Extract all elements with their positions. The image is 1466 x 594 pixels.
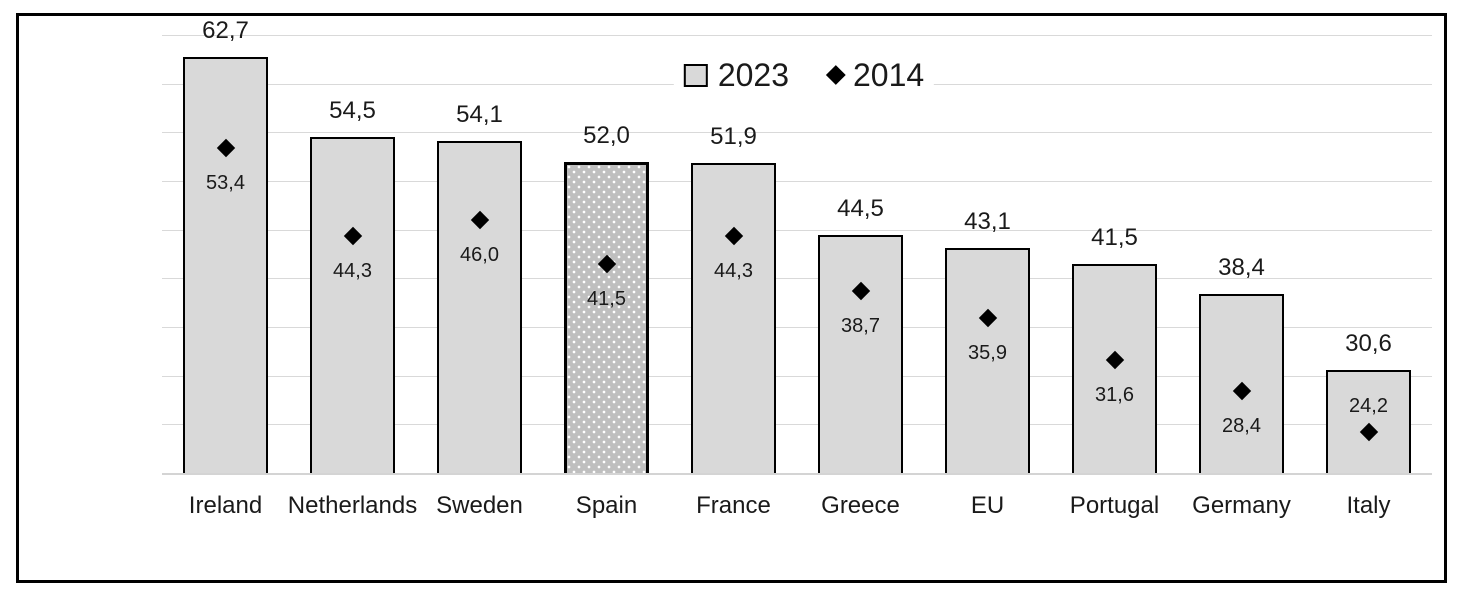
legend-item-2014: 2014: [826, 57, 925, 93]
bar-value-label-sweden: 54,1: [456, 101, 503, 129]
category-label-netherlands: Netherlands: [287, 492, 418, 519]
legend-2014-label: 2014: [853, 57, 925, 93]
category-label-portugal: Portugal: [1069, 492, 1160, 519]
category-label-greece: Greece: [821, 492, 900, 519]
category-label-eu: EU: [970, 492, 1005, 519]
bar-value-label-ireland: 62,7: [202, 17, 249, 45]
bar-value-label-greece: 44,5: [837, 194, 884, 222]
bar-value-label-netherlands: 54,5: [329, 97, 376, 125]
marker-value-label-eu: 35,9: [968, 342, 1007, 365]
bar-value-label-portugal: 41,5: [1091, 223, 1138, 251]
legend-2023-swatch-icon: [683, 63, 708, 87]
category-label-france: France: [696, 492, 771, 519]
legend-2023-label: 2023: [717, 57, 789, 93]
category-label-ireland: Ireland: [188, 492, 263, 519]
bar-value-label-france: 51,9: [710, 122, 757, 150]
gridline: [162, 35, 1432, 36]
marker-value-label-netherlands: 44,3: [333, 260, 372, 283]
bar-2023-greece: [818, 234, 903, 473]
marker-value-label-greece: 38,7: [841, 314, 880, 337]
bar-value-label-spain: 52,0: [583, 121, 630, 149]
bar-2023-italy: [1326, 369, 1411, 473]
bar-2023-netherlands: [310, 137, 395, 473]
bar-2023-france: [691, 162, 776, 473]
bar-value-label-italy: 30,6: [1345, 329, 1392, 357]
legend-item-2023: 2023: [683, 57, 789, 93]
legend: 2023 2014: [673, 57, 935, 93]
gridline: [162, 181, 1432, 182]
marker-value-label-germany: 28,4: [1222, 415, 1261, 438]
gridline: [162, 132, 1432, 134]
gridline: [162, 229, 1432, 231]
bar-2023-sweden: [437, 141, 522, 473]
gridline: [162, 278, 1432, 280]
marker-value-label-sweden: 46,0: [460, 243, 499, 266]
marker-value-label-portugal: 31,6: [1095, 384, 1134, 407]
marker-value-label-italy: 24,2: [1349, 395, 1388, 418]
marker-value-label-spain: 41,5: [587, 287, 626, 310]
bar-2023-ireland: [183, 57, 268, 473]
category-label-germany: Germany: [1192, 492, 1291, 519]
legend-2014-diamond-icon: [826, 65, 846, 85]
bar-2023-eu: [945, 248, 1030, 473]
category-label-spain: Spain: [575, 492, 638, 519]
bar-2023-spain: [564, 161, 649, 473]
bar-value-label-germany: 38,4: [1218, 253, 1265, 281]
gridline: [162, 327, 1432, 328]
marker-value-label-france: 44,3: [714, 260, 753, 283]
gridline: [162, 424, 1432, 426]
gridline: [162, 375, 1432, 377]
category-label-italy: Italy: [1346, 492, 1391, 519]
category-label-sweden: Sweden: [436, 492, 523, 519]
x-axis-line: [162, 473, 1432, 475]
bar-value-label-eu: 43,1: [964, 208, 1011, 236]
marker-value-label-ireland: 53,4: [206, 171, 245, 194]
